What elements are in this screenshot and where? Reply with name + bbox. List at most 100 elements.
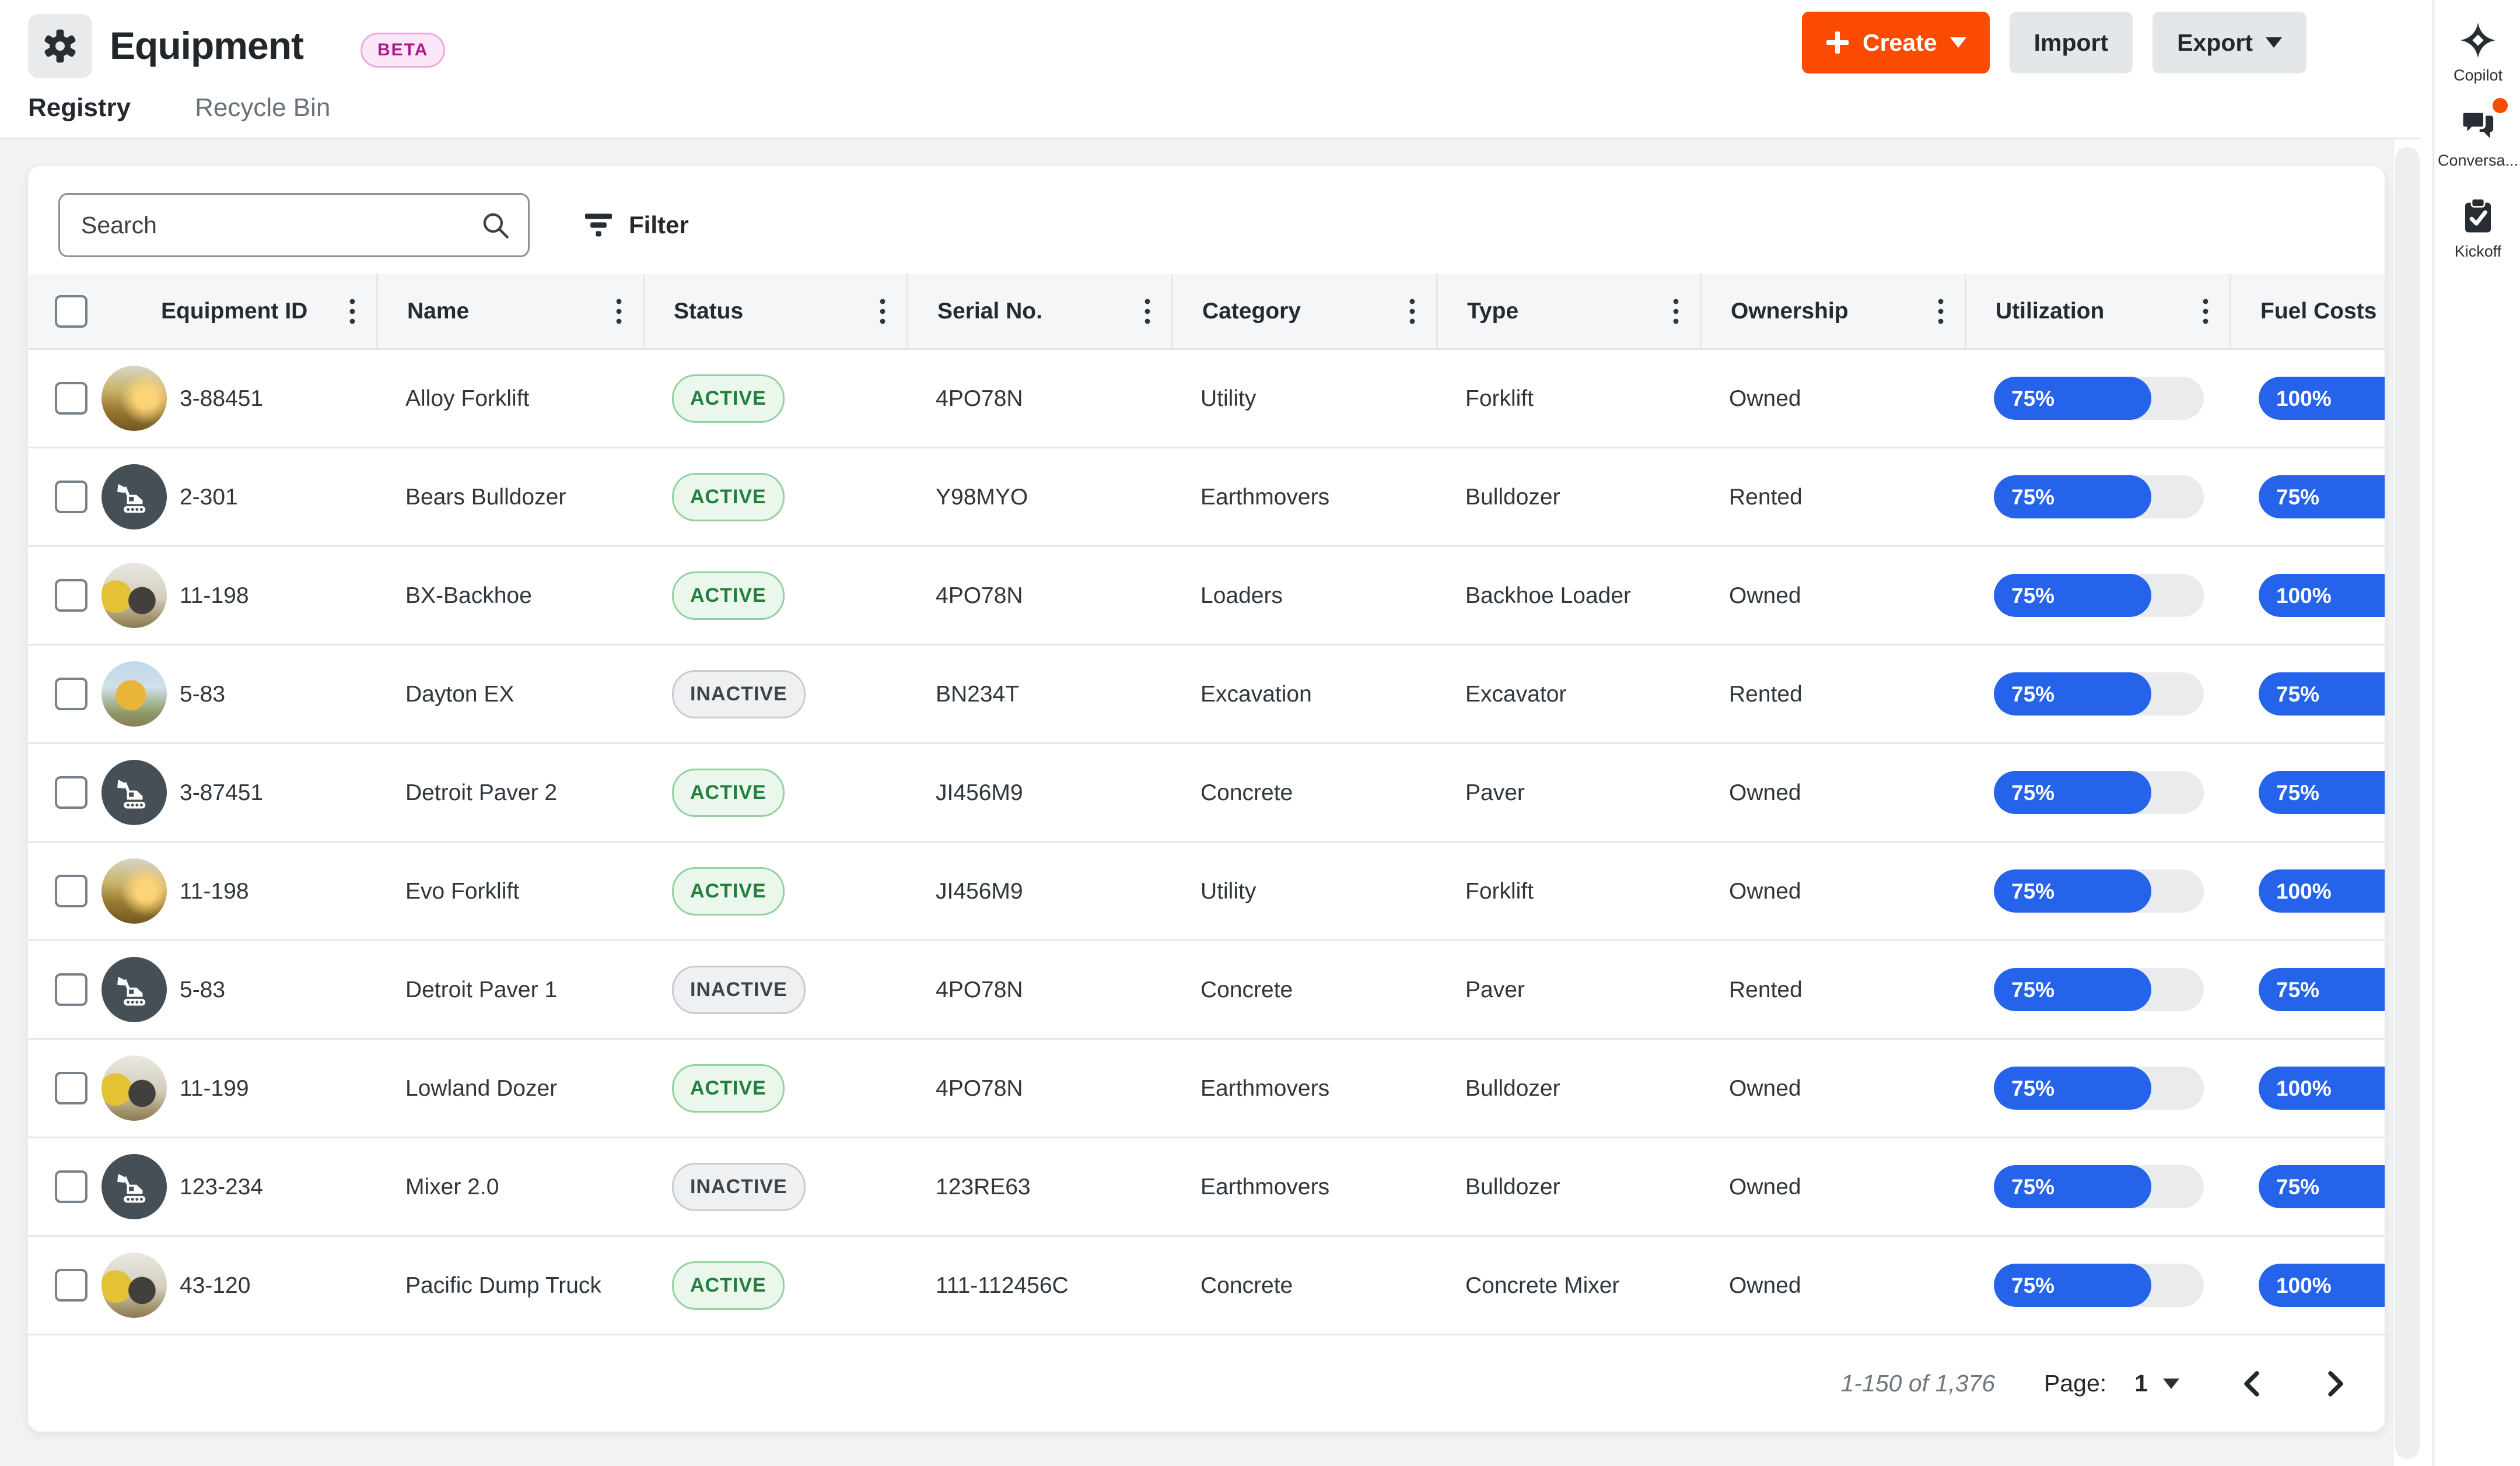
fuel-costs-bar: 75%: [2259, 475, 2385, 518]
category: Loaders: [1200, 583, 1283, 608]
equipment-avatar: [102, 957, 167, 1022]
row-checkbox[interactable]: [55, 579, 88, 612]
excavator-icon: [115, 970, 153, 1009]
status-badge: ACTIVE: [672, 1064, 785, 1113]
conversations-chat-icon: [2459, 98, 2508, 145]
filter-button[interactable]: Filter: [560, 193, 712, 257]
equipment-id: 11-198: [180, 583, 249, 608]
row-checkbox[interactable]: [55, 776, 88, 809]
utilization-bar: 75%: [1994, 672, 2204, 716]
serial-number: Y98MYO: [936, 484, 1028, 510]
status-badge: INACTIVE: [672, 669, 806, 718]
row-checkbox[interactable]: [55, 1072, 88, 1104]
serial-number: JI456M9: [936, 878, 1023, 904]
next-page-button[interactable]: [2324, 1370, 2347, 1398]
ownership: Owned: [1729, 1075, 1801, 1101]
sidebar-item-conversations[interactable]: Conversa...: [2434, 98, 2520, 170]
status-badge: ACTIVE: [672, 374, 785, 423]
table-body: 3-88451 Alloy Forklift ACTIVE 4PO78N Utility…: [28, 350, 2385, 1335]
row-checkbox[interactable]: [55, 382, 88, 415]
tab-registry[interactable]: Registry: [28, 93, 131, 144]
column-menu-kebab-icon[interactable]: [878, 297, 887, 326]
sidebar-item-copilot[interactable]: Copilot: [2434, 21, 2520, 85]
column-menu-kebab-icon[interactable]: [1408, 297, 1416, 326]
table-row: 5-83 Dayton EX INACTIVE BN234T Excavation Exc…: [28, 646, 2385, 744]
status-badge: ACTIVE: [672, 472, 785, 521]
percentage-label: 100%: [2276, 1076, 2332, 1100]
fuel-costs-bar: 75%: [2259, 1165, 2385, 1208]
percentage-label: 75%: [2011, 485, 2055, 509]
export-button[interactable]: Export: [2152, 12, 2306, 73]
page-number-select[interactable]: 1: [2134, 1370, 2148, 1397]
equipment-type: Paver: [1465, 977, 1525, 1002]
equipment-name: Bears Bulldozer: [405, 484, 566, 510]
equipment-type: Bulldozer: [1465, 1174, 1560, 1200]
table-row: 43-120 Pacific Dump Truck ACTIVE 111-112456…: [28, 1237, 2385, 1335]
column-menu-kebab-icon[interactable]: [1143, 297, 1152, 326]
copilot-sparkle-icon: [2459, 21, 2497, 59]
fuel-costs-bar: 75%: [2259, 672, 2385, 716]
equipment-avatar: [102, 1154, 167, 1219]
utilization-bar: 75%: [1994, 1264, 2204, 1307]
percentage-label: 75%: [2011, 1076, 2055, 1100]
equipment-avatar: [102, 760, 167, 825]
category: Utility: [1200, 385, 1256, 411]
column-header-status: Status: [643, 274, 907, 348]
vertical-scrollbar[interactable]: [2395, 147, 2420, 1459]
column-label: Category: [1202, 298, 1301, 324]
search-icon: [478, 208, 512, 242]
sidebar-item-kickoff[interactable]: Kickoff: [2434, 197, 2520, 261]
equipment-id: 43-120: [180, 1272, 251, 1298]
equipment-id: 5-83: [180, 977, 226, 1002]
ownership: Rented: [1729, 977, 1803, 1002]
row-checkbox[interactable]: [55, 875, 88, 907]
utilization-bar: 75%: [1994, 377, 2204, 420]
percentage-label: 75%: [2276, 485, 2320, 509]
column-menu-kebab-icon[interactable]: [348, 297, 356, 326]
chevron-down-icon[interactable]: [2163, 1378, 2179, 1389]
equipment-photo-avatar: [102, 858, 167, 924]
utilization-bar: 75%: [1994, 475, 2204, 518]
create-button[interactable]: Create: [1801, 12, 1990, 73]
percentage-label: 75%: [2011, 780, 2055, 805]
category: Concrete: [1200, 780, 1293, 805]
row-checkbox[interactable]: [55, 1269, 88, 1302]
equipment-id: 5-83: [180, 681, 226, 707]
ownership: Owned: [1729, 1272, 1801, 1298]
table-header-row: Equipment ID Name Status Serial No. Category…: [28, 274, 2385, 350]
table-row: 3-87451 Detroit Paver 2 ACTIVE JI456M9 Concr…: [28, 744, 2385, 843]
category: Earthmovers: [1200, 484, 1330, 510]
fuel-costs-bar: 100%: [2259, 1264, 2385, 1307]
app-gear-button[interactable]: [28, 14, 92, 78]
row-checkbox[interactable]: [55, 973, 88, 1006]
registry-card: Filter Equipment ID Name Status Serial No. C…: [28, 166, 2385, 1432]
divider: [0, 138, 2421, 139]
percentage-label: 75%: [2276, 1174, 2320, 1199]
tab-recycle-bin[interactable]: Recycle Bin: [195, 93, 331, 122]
serial-number: 4PO78N: [936, 977, 1023, 1002]
equipment-id: 2-301: [180, 484, 238, 510]
equipment-type: Forklift: [1465, 878, 1534, 904]
status-badge: INACTIVE: [672, 965, 806, 1014]
table-row: 3-88451 Alloy Forklift ACTIVE 4PO78N Utility…: [28, 350, 2385, 448]
previous-page-button[interactable]: [2240, 1370, 2263, 1398]
page-label: Page:: [2044, 1370, 2107, 1397]
select-all-checkbox[interactable]: [55, 294, 88, 328]
import-button[interactable]: Import: [2009, 12, 2133, 73]
column-menu-kebab-icon[interactable]: [1937, 297, 1945, 326]
percentage-label: 75%: [2011, 682, 2055, 706]
status-badge: ACTIVE: [672, 768, 785, 817]
status-badge: ACTIVE: [672, 1261, 785, 1310]
column-header-serial-no-: Serial No.: [907, 274, 1171, 348]
row-checkbox[interactable]: [55, 1170, 88, 1203]
status-badge: ACTIVE: [672, 867, 785, 916]
plus-icon: [1825, 30, 1850, 55]
percentage-label: 100%: [2276, 879, 2332, 903]
row-checkbox[interactable]: [55, 481, 88, 513]
search-input[interactable]: [58, 193, 530, 257]
ownership: Owned: [1729, 1174, 1801, 1200]
column-menu-kebab-icon[interactable]: [1672, 297, 1680, 326]
column-menu-kebab-icon[interactable]: [2202, 297, 2210, 326]
row-checkbox[interactable]: [55, 678, 88, 710]
column-menu-kebab-icon[interactable]: [615, 297, 623, 326]
